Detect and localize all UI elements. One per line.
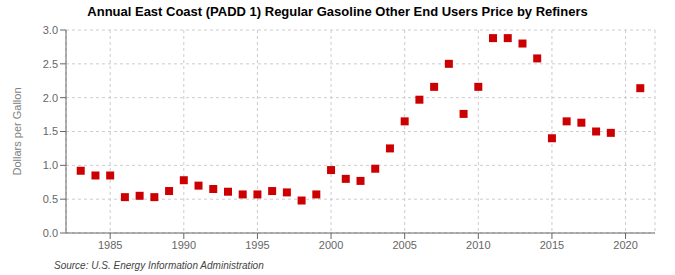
svg-text:2000: 2000 [319, 239, 343, 251]
svg-text:2005: 2005 [392, 239, 416, 251]
svg-text:1.5: 1.5 [43, 125, 58, 137]
svg-text:2015: 2015 [540, 239, 564, 251]
svg-text:2.0: 2.0 [43, 92, 58, 104]
svg-text:2020: 2020 [613, 239, 637, 251]
svg-text:2010: 2010 [466, 239, 490, 251]
svg-text:0.0: 0.0 [43, 227, 58, 239]
svg-text:Dollars per Gallon: Dollars per Gallon [11, 87, 23, 175]
html-text:Annual East Coast (PADD 1) Reg: Annual East Coast (PADD 1) Regular Gasol… [87, 4, 588, 19]
svg-text:1.0: 1.0 [43, 159, 58, 171]
svg-text:3.0: 3.0 [43, 24, 58, 36]
svg-text:0.5: 0.5 [43, 193, 58, 205]
svg-text:1985: 1985 [98, 239, 122, 251]
html-text:Source: U.S. Energy Informatio: Source: U.S. Energy Information Administ… [54, 260, 264, 271]
svg-text:1990: 1990 [172, 239, 196, 251]
svg-text:2.5: 2.5 [43, 58, 58, 70]
svg-text:1995: 1995 [245, 239, 269, 251]
